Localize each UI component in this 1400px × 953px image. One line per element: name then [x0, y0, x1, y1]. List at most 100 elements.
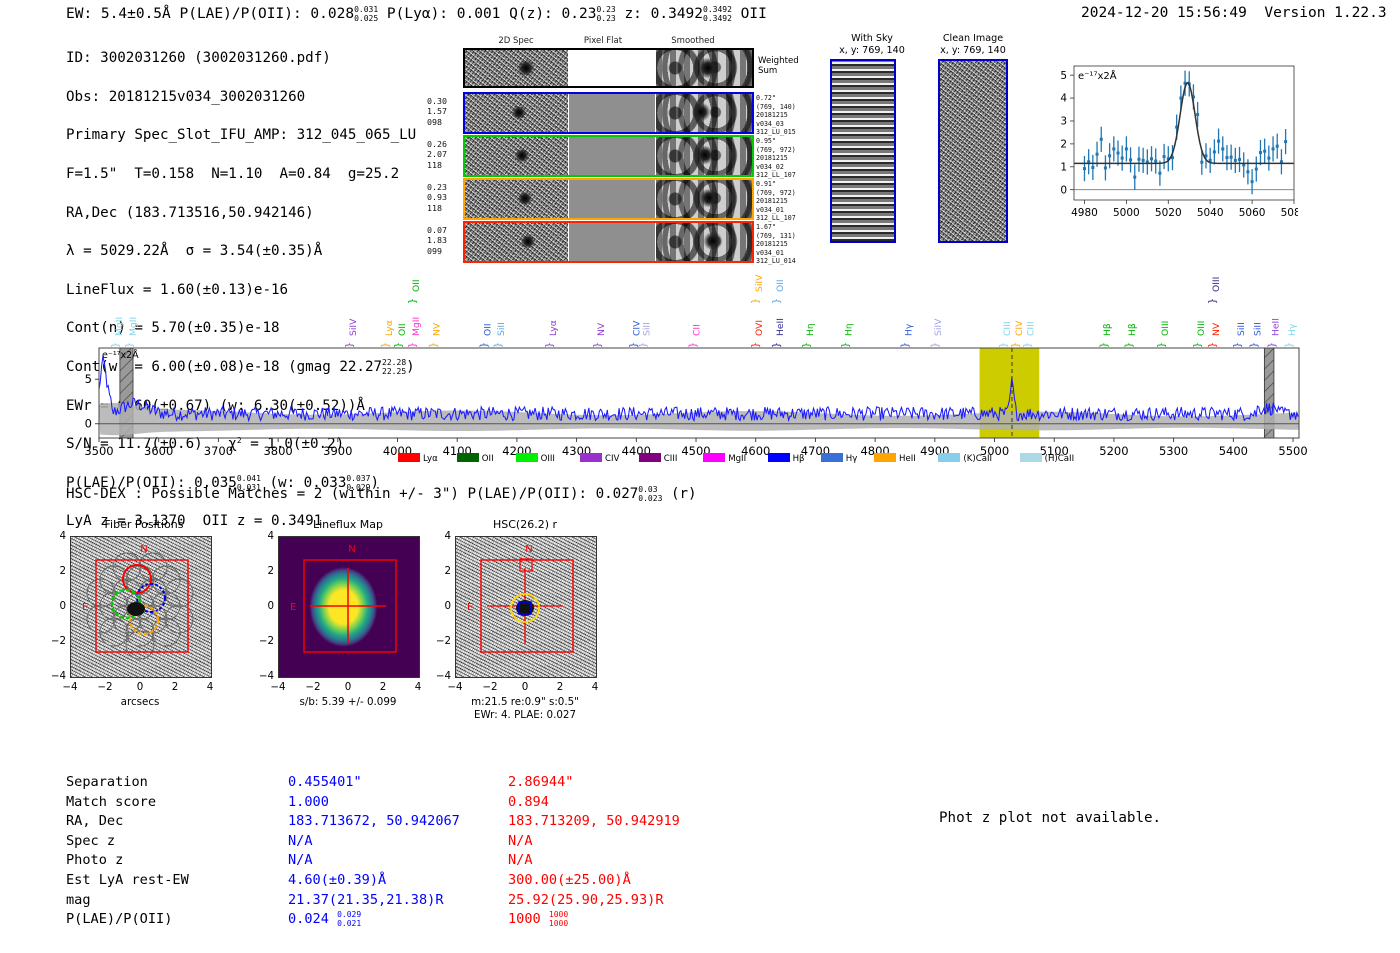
timestamp: 2024-12-20 15:56:49	[1081, 5, 1247, 21]
legend-label: CIII	[663, 454, 678, 464]
axis-tick-y: 4	[267, 530, 274, 542]
match-table-row-label: mag	[66, 891, 91, 908]
match-table-cell: 0.455401"	[288, 774, 362, 790]
svg-text:OIII: OIII	[1196, 321, 1207, 336]
info-plae: P(LAE)/P(OII): 0.035 0.041 0.031 (w: 0.033…	[66, 473, 379, 492]
svg-text:}: }	[428, 342, 439, 348]
axis-tick-y: 0	[444, 600, 451, 612]
legend-swatch	[767, 453, 790, 462]
svg-text:Hγ: Hγ	[903, 323, 914, 336]
axis-tick-x: 2	[379, 681, 387, 693]
header-frac-1: 0.031 0.025	[354, 5, 379, 23]
svg-text:0: 0	[1060, 184, 1067, 196]
svg-text:HeII: HeII	[1271, 318, 1282, 336]
svg-text:}: }	[628, 342, 639, 348]
legend-swatch	[515, 453, 538, 462]
axis-tick-x: 4	[414, 681, 422, 693]
axis-tick-y: −4	[50, 670, 66, 682]
legend-swatch	[820, 453, 843, 462]
fiber-row	[463, 92, 754, 134]
match-table-cell: 183.713672, 50.942067	[288, 813, 460, 830]
legend-item: OIII	[515, 453, 555, 464]
svg-text:4600: 4600	[741, 444, 770, 458]
svg-text:N: N	[140, 544, 147, 555]
cont-w-frac: 22.28 22.25	[382, 358, 407, 377]
svg-text:3600: 3600	[144, 444, 173, 458]
svg-text:Lyα: Lyα	[384, 320, 395, 336]
svg-text:5400: 5400	[1219, 444, 1248, 458]
svg-text:5060: 5060	[1239, 207, 1266, 219]
legend-item: Lyα	[398, 453, 438, 464]
legend-item: HeII	[874, 453, 916, 464]
axis-tick-x: 4	[206, 681, 214, 693]
svg-text:}: }	[772, 298, 783, 304]
legend-label: Lyα	[423, 454, 438, 464]
match-table-cell: 21.37(21.35,21.38)R	[288, 891, 444, 908]
svg-text:}: }	[1010, 342, 1021, 348]
weighted-sum-strip	[463, 48, 754, 88]
legend-swatch	[703, 453, 726, 462]
svg-text:}: }	[407, 342, 418, 348]
weighted-sum-label: Weighted Sum	[758, 56, 799, 76]
axis-tick-y: 2	[59, 565, 66, 577]
header-summary-a: EW: 5.4±0.5Å P(LAE)/P(OII): 0.028	[66, 6, 355, 22]
svg-text:OII: OII	[411, 279, 422, 292]
match-table-row-label: Separation	[66, 774, 148, 790]
col-header-smoothed: Smoothed	[671, 36, 715, 46]
legend-swatch	[580, 453, 602, 462]
match-table-cell: 0.024 0.029 0.021	[288, 910, 362, 929]
svg-text:}: }	[124, 342, 135, 348]
legend-swatch	[398, 453, 420, 462]
svg-text:3700: 3700	[204, 444, 233, 458]
info-cont-w: Cont(w) = 6.00(±0.08)e-18 (gmag 22.27 22.…	[66, 358, 415, 377]
col-header-pixelflat: Pixel Flat	[583, 36, 623, 46]
svg-text:}: }	[545, 342, 556, 348]
svg-text:}: }	[479, 342, 490, 348]
svg-text:SiII: SiII	[641, 322, 652, 336]
match-table-cell: 4.60(±0.39)Å	[288, 871, 387, 888]
svg-text:5: 5	[85, 372, 92, 386]
svg-text:5080: 5080	[1281, 207, 1298, 219]
match-table-col-1: 2.86944" 0.894 183.713209, 50.942919 N/A N/A…	[508, 773, 680, 930]
cutout-title: HSC(26.2) r	[492, 518, 558, 531]
axis-tick-y: 2	[267, 565, 274, 577]
svg-text:1: 1	[1060, 161, 1067, 173]
svg-text:}: }	[998, 342, 1009, 348]
svg-text:Hη: Hη	[844, 323, 855, 336]
svg-text:}: }	[394, 342, 405, 348]
svg-text:3500: 3500	[84, 444, 113, 458]
legend-label: (K)CaII	[963, 454, 993, 464]
axis-tick-y: 4	[444, 530, 451, 542]
legend-label: CIV	[605, 454, 620, 464]
header-summary-d: OII	[740, 6, 767, 22]
svg-text:SiIV: SiIV	[933, 318, 944, 336]
axis-tick-x: −2	[482, 681, 498, 693]
emission-line-plot: 0 1 2 3 4 5 4980 5000 5020 5040 5060 5080 e⁻¹⁷x2Å	[1040, 56, 1307, 226]
svg-text:e⁻¹⁷x2Å: e⁻¹⁷x2Å	[102, 349, 139, 361]
fiber-row-metrics: 0.26 2.07 118	[427, 139, 447, 170]
svg-text:Hγ: Hγ	[1287, 323, 1298, 336]
axis-tick-x: 0	[136, 681, 144, 693]
svg-text:5500: 5500	[1278, 444, 1307, 458]
axis-tick-y: 0	[59, 600, 66, 612]
axis-tick-y: −4	[435, 670, 451, 682]
axis-tick-y: −2	[435, 635, 451, 647]
photz-note: Phot z plot not available.	[939, 810, 1162, 826]
legend-swatch	[456, 453, 479, 462]
svg-text:5: 5	[1060, 70, 1067, 82]
svg-text:Hη: Hη	[805, 323, 816, 336]
axis-tick-x: 0	[344, 681, 352, 693]
axis-tick-x: 0	[521, 681, 529, 693]
clean-image-title: Clean Image	[942, 33, 1004, 44]
legend-item: Hβ	[767, 453, 805, 464]
with-sky-title: With Sky	[851, 33, 893, 44]
legend-item: Hγ	[820, 453, 857, 464]
svg-text:Hβ: Hβ	[1102, 323, 1113, 336]
svg-text:}: }	[592, 342, 603, 348]
svg-text:}: }	[493, 342, 504, 348]
emission-line-svg: 0 1 2 3 4 5 4980 5000 5020 5040 5060 5080 e⁻¹⁷x2Å	[1060, 65, 1307, 219]
legend-swatch	[874, 453, 896, 462]
hsc-r-caption: m:21.5 re:0.9" s:0.5" EWr: 4. PLAE: 0.02…	[471, 696, 579, 721]
svg-text:OVI: OVI	[754, 320, 765, 336]
svg-text:}: }	[1022, 342, 1033, 348]
